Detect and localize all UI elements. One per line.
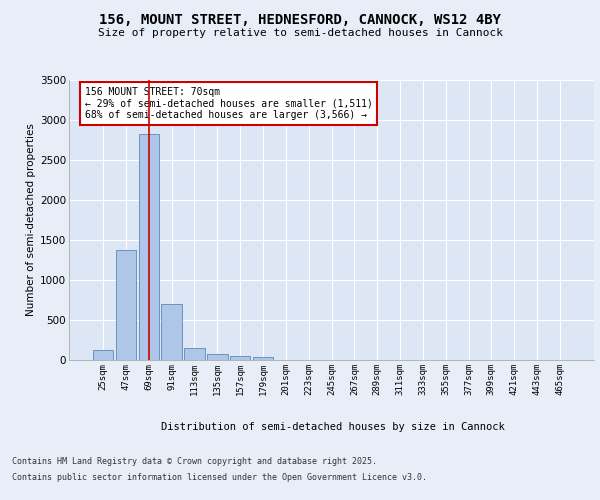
Text: Contains public sector information licensed under the Open Government Licence v3: Contains public sector information licen…: [12, 472, 427, 482]
Text: 156 MOUNT STREET: 70sqm
← 29% of semi-detached houses are smaller (1,511)
68% of: 156 MOUNT STREET: 70sqm ← 29% of semi-de…: [85, 87, 373, 120]
Bar: [184, 348, 205, 360]
Bar: [230, 356, 250, 360]
Text: Contains HM Land Registry data © Crown copyright and database right 2025.: Contains HM Land Registry data © Crown c…: [12, 458, 377, 466]
Bar: [253, 357, 273, 360]
Bar: [93, 350, 113, 360]
Bar: [116, 250, 136, 360]
Text: 156, MOUNT STREET, HEDNESFORD, CANNOCK, WS12 4BY: 156, MOUNT STREET, HEDNESFORD, CANNOCK, …: [99, 12, 501, 26]
Bar: [161, 304, 182, 360]
Text: Distribution of semi-detached houses by size in Cannock: Distribution of semi-detached houses by …: [161, 422, 505, 432]
Bar: [207, 354, 227, 360]
Y-axis label: Number of semi-detached properties: Number of semi-detached properties: [26, 124, 36, 316]
Bar: [139, 134, 159, 360]
Text: Size of property relative to semi-detached houses in Cannock: Size of property relative to semi-detach…: [97, 28, 503, 38]
